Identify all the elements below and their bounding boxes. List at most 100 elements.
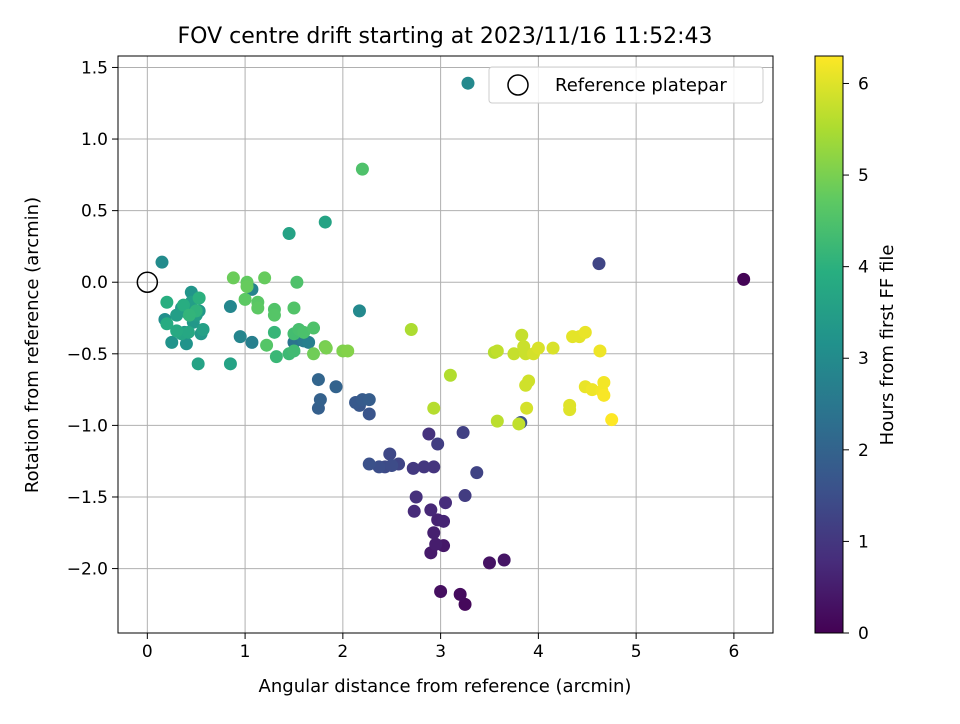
- x-tick-label: 5: [631, 642, 642, 662]
- colorbar-tick-label: 1: [858, 532, 869, 552]
- data-point: [268, 326, 281, 339]
- x-tick-label: 0: [142, 642, 153, 662]
- data-point: [287, 344, 300, 357]
- data-point: [424, 503, 437, 516]
- data-point: [330, 380, 343, 393]
- data-point: [155, 256, 168, 269]
- y-tick-label: 1.0: [81, 130, 108, 150]
- data-point: [470, 466, 483, 479]
- data-point: [251, 301, 264, 314]
- data-point: [165, 336, 178, 349]
- data-point: [287, 301, 300, 314]
- data-point: [193, 291, 206, 304]
- data-point: [532, 342, 545, 355]
- chart-root: FOV centre drift starting at 2023/11/16 …: [0, 0, 960, 720]
- data-point: [227, 271, 240, 284]
- data-point: [520, 402, 533, 415]
- data-point: [431, 438, 444, 451]
- data-point: [422, 427, 435, 440]
- data-point: [563, 403, 576, 416]
- data-point: [410, 490, 423, 503]
- legend: Reference platepar: [489, 67, 763, 103]
- data-point: [434, 585, 447, 598]
- data-point: [283, 227, 296, 240]
- data-point: [363, 458, 376, 471]
- data-point: [444, 369, 457, 382]
- data-point: [234, 330, 247, 343]
- data-point: [160, 317, 173, 330]
- data-point: [427, 402, 440, 415]
- data-point: [593, 344, 606, 357]
- x-tick-label: 6: [728, 642, 739, 662]
- data-point: [383, 448, 396, 461]
- data-point: [319, 216, 332, 229]
- x-tick-label: 3: [435, 642, 446, 662]
- data-point: [224, 300, 237, 313]
- x-tick-label: 2: [337, 642, 348, 662]
- colorbar-ticks: 0 1 2 3 4 5 6: [843, 74, 869, 644]
- colorbar-tick-label: 0: [858, 624, 869, 644]
- y-tick-label: −1.0: [67, 416, 108, 436]
- colorbar-tick-label: 4: [858, 258, 869, 278]
- data-point: [312, 373, 325, 386]
- y-tick-label: −1.5: [67, 488, 108, 508]
- y-tick-label: 0.5: [81, 202, 108, 222]
- colorbar-tick-label: 3: [858, 349, 869, 369]
- data-point: [437, 515, 450, 528]
- data-point: [363, 407, 376, 420]
- data-point: [245, 336, 258, 349]
- data-point: [290, 276, 303, 289]
- data-point: [385, 459, 398, 472]
- data-point: [270, 350, 283, 363]
- data-point: [512, 417, 525, 430]
- data-point: [427, 526, 440, 539]
- chart-title: FOV centre drift starting at 2023/11/16 …: [178, 24, 713, 49]
- colorbar-gradient: [815, 56, 843, 633]
- data-point: [183, 309, 196, 322]
- y-tick-label: −0.5: [67, 345, 108, 365]
- data-point: [407, 462, 420, 475]
- data-point: [160, 296, 173, 309]
- data-point: [429, 538, 442, 551]
- data-point: [258, 271, 271, 284]
- data-point: [307, 347, 320, 360]
- data-point: [579, 326, 592, 339]
- data-point: [239, 293, 252, 306]
- data-point: [307, 322, 320, 335]
- chart-svg: FOV centre drift starting at 2023/11/16 …: [0, 0, 960, 720]
- data-point: [241, 280, 254, 293]
- colorbar-tick-label: 6: [858, 74, 869, 94]
- colorbar: 0 1 2 3 4 5 6 Hours from first FF file: [815, 56, 898, 644]
- data-point: [454, 588, 467, 601]
- y-tick-label: 0.0: [81, 273, 108, 293]
- data-point: [405, 323, 418, 336]
- data-point: [192, 357, 205, 370]
- data-point: [353, 304, 366, 317]
- data-point: [491, 415, 504, 428]
- colorbar-tick-label: 5: [858, 166, 869, 186]
- data-point: [737, 273, 750, 286]
- data-point: [519, 379, 532, 392]
- data-point: [224, 357, 237, 370]
- data-point: [547, 342, 560, 355]
- data-point: [457, 426, 470, 439]
- data-point: [498, 553, 511, 566]
- x-axis-label: Angular distance from reference (arcmin): [259, 676, 632, 697]
- data-point: [356, 163, 369, 176]
- data-point: [592, 257, 605, 270]
- x-tick-label: 1: [240, 642, 251, 662]
- data-point: [182, 326, 195, 339]
- colorbar-label: Hours from first FF file: [877, 245, 898, 446]
- legend-entry-label: Reference platepar: [555, 75, 727, 96]
- data-point: [597, 389, 610, 402]
- data-point: [268, 309, 281, 322]
- x-axis-ticks: 0 1 2 3 4 5 6: [142, 633, 739, 662]
- data-point: [408, 505, 421, 518]
- y-axis-ticks: 1.51.00.50.0−0.5−1.0−1.5−2.0: [67, 58, 118, 579]
- data-point: [515, 329, 528, 342]
- data-point: [314, 393, 327, 406]
- y-axis-label: Rotation from reference (arcmin): [22, 197, 43, 493]
- data-point: [363, 393, 376, 406]
- data-point: [439, 496, 452, 509]
- data-point: [341, 344, 354, 357]
